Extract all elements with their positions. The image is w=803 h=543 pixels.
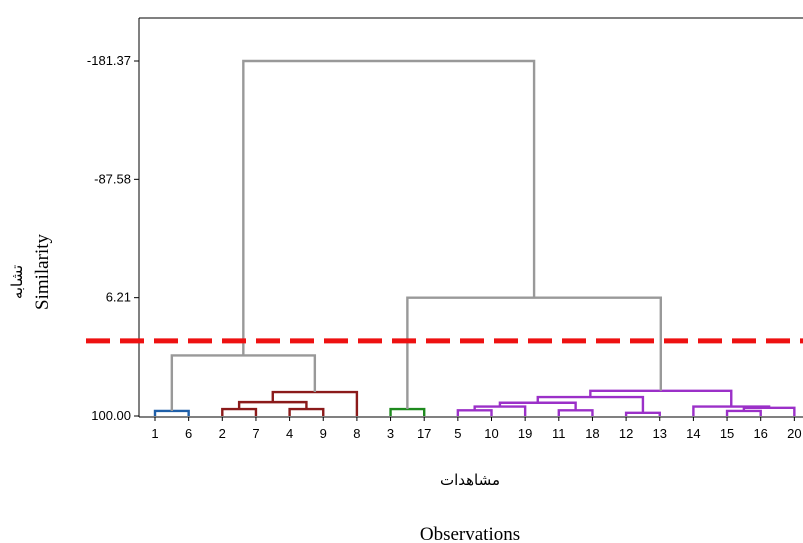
dendrogram-link-0	[153, 409, 190, 416]
y-tick-label: 6.21	[106, 290, 131, 305]
y-tick-label: -87.58	[94, 171, 131, 186]
y-axis-label: Similarity	[32, 234, 53, 311]
x-tick-label: 19	[518, 426, 532, 441]
x-tick-label: 14	[686, 426, 700, 441]
dendrogram-link-16	[589, 389, 733, 407]
x-tick-label: 5	[454, 426, 461, 441]
plot-frame	[138, 17, 803, 418]
dendrogram-link-12	[536, 395, 645, 413]
dendrogram-links	[153, 59, 796, 416]
x-tick-label: 15	[720, 426, 734, 441]
dendrogram-link-6	[389, 407, 426, 416]
x-tick-label: 3	[387, 426, 394, 441]
x-tick-label: 11	[552, 426, 566, 441]
dendrogram-link-17	[406, 296, 663, 410]
x-tick-label: 7	[252, 426, 259, 441]
dendrogram-link-2	[288, 407, 325, 416]
dendrogram-link-7	[456, 409, 493, 416]
y-tick-label: -181.37	[87, 53, 131, 68]
dendrogram-link-18	[242, 59, 536, 356]
x-tick-label: 13	[653, 426, 667, 441]
y-axis-ticks: -181.37 -87.58 6.21 100.00	[87, 53, 139, 423]
dendrogram-link-11	[624, 411, 661, 416]
x-tick-label: 10	[484, 426, 498, 441]
x-tick-label: 1	[151, 426, 158, 441]
x-axis-ticks: 1 6 2 7 4 9 8 3 17 5 10 19 11 18 12 13 14 15 16 20	[151, 417, 802, 441]
x-tick-label: 20	[787, 426, 801, 441]
x-tick-label: 4	[286, 426, 293, 441]
x-tick-label: 9	[320, 426, 327, 441]
x-tick-label: 8	[353, 426, 360, 441]
x-tick-label: 2	[219, 426, 226, 441]
y-tick-label: 100.00	[91, 408, 131, 423]
x-axis-label: Observations	[420, 524, 520, 543]
x-tick-label: 17	[417, 426, 431, 441]
x-tick-label: 6	[185, 426, 192, 441]
x-tick-label: 16	[753, 426, 767, 441]
dendrogram-link-4	[271, 390, 359, 416]
dendrogram-link-9	[557, 409, 594, 416]
x-axis-label-fa: مشاهدات	[440, 471, 500, 489]
dendrogram-link-13	[725, 409, 762, 416]
dendrogram-link-1	[221, 407, 258, 416]
x-tick-label: 12	[619, 426, 633, 441]
x-tick-label: 18	[585, 426, 599, 441]
y-axis-label-fa: تشابه	[8, 265, 26, 299]
